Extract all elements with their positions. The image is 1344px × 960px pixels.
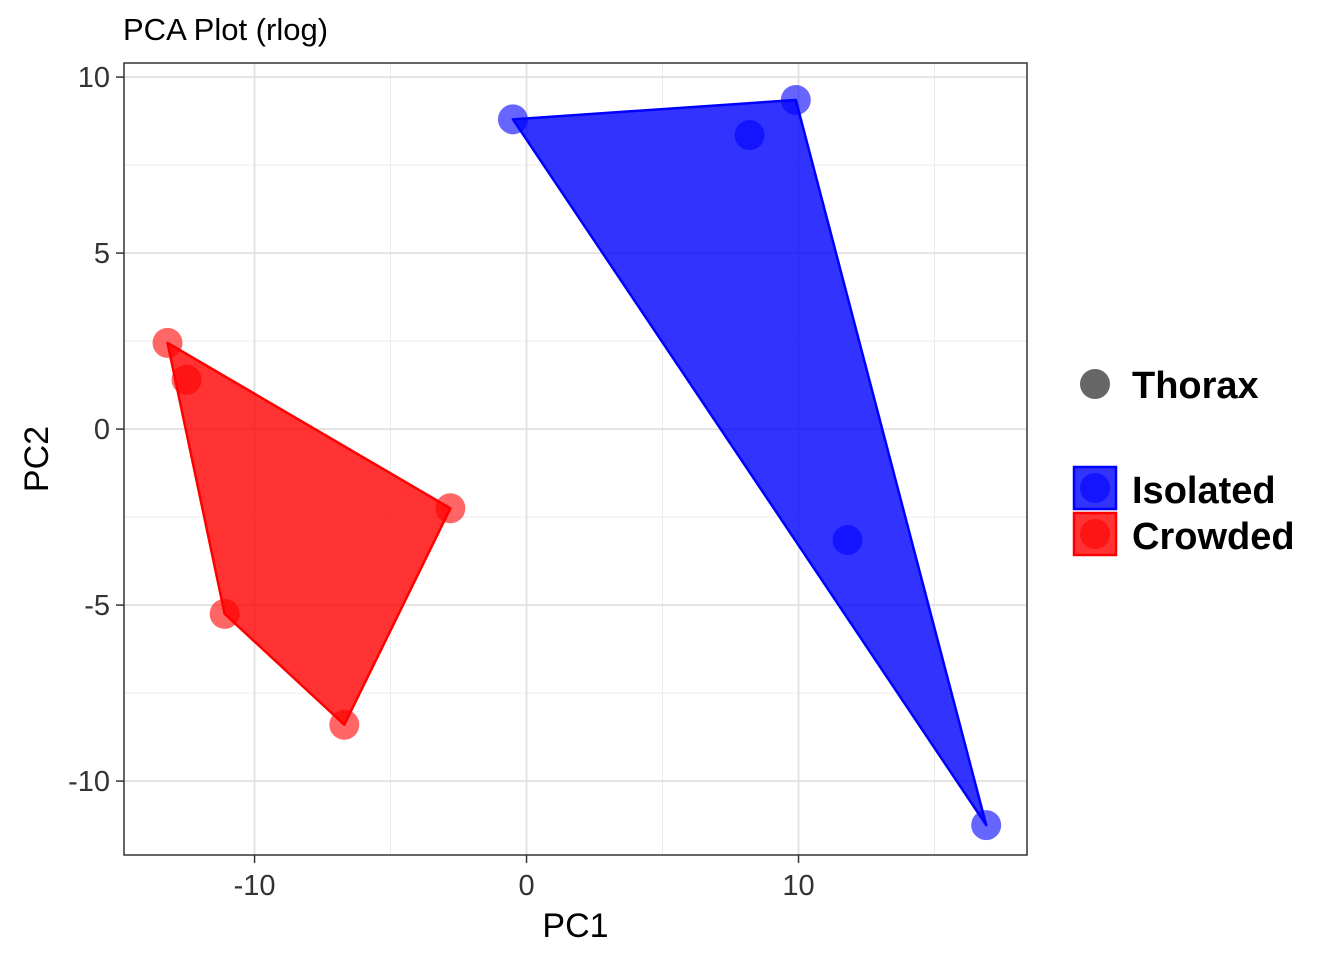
axis-ticks: -10 0 10 -10 -5 0 5 10 xyxy=(68,62,815,902)
point-isolated xyxy=(734,120,765,151)
hull-isolated xyxy=(511,98,988,827)
point-crowded xyxy=(152,327,183,358)
point-crowded xyxy=(209,598,240,629)
legend-isolated-dot-icon xyxy=(1080,473,1110,503)
x-tick-label: 0 xyxy=(518,870,534,902)
legend-thorax-label: Thorax xyxy=(1132,365,1259,407)
x-tick-label: 10 xyxy=(782,870,814,902)
y-tick-label: 10 xyxy=(78,62,110,94)
legend: Thorax Isolated Crowded xyxy=(1072,365,1295,558)
y-tick-label: 5 xyxy=(94,238,110,270)
data-points xyxy=(152,84,1002,841)
legend-isolated-label: Isolated xyxy=(1132,470,1276,512)
x-tick-label: -10 xyxy=(234,870,276,902)
legend-thorax-shape-icon xyxy=(1080,369,1110,399)
point-isolated xyxy=(832,524,863,555)
legend-crowded-dot-icon xyxy=(1080,519,1110,549)
point-isolated xyxy=(780,84,811,115)
chart-title: PCA Plot (rlog) xyxy=(123,12,328,47)
y-tick-label: 0 xyxy=(94,414,110,446)
y-tick-label: -5 xyxy=(84,590,110,622)
x-axis-title: PC1 xyxy=(542,907,608,945)
point-crowded xyxy=(171,364,202,395)
point-crowded xyxy=(435,493,466,524)
point-isolated xyxy=(497,104,528,135)
plot-border xyxy=(123,62,1028,856)
y-tick-label: -10 xyxy=(68,766,110,798)
y-axis-title: PC2 xyxy=(18,426,56,492)
point-crowded xyxy=(329,709,360,740)
legend-crowded-label: Crowded xyxy=(1132,516,1295,558)
point-isolated xyxy=(971,810,1002,841)
